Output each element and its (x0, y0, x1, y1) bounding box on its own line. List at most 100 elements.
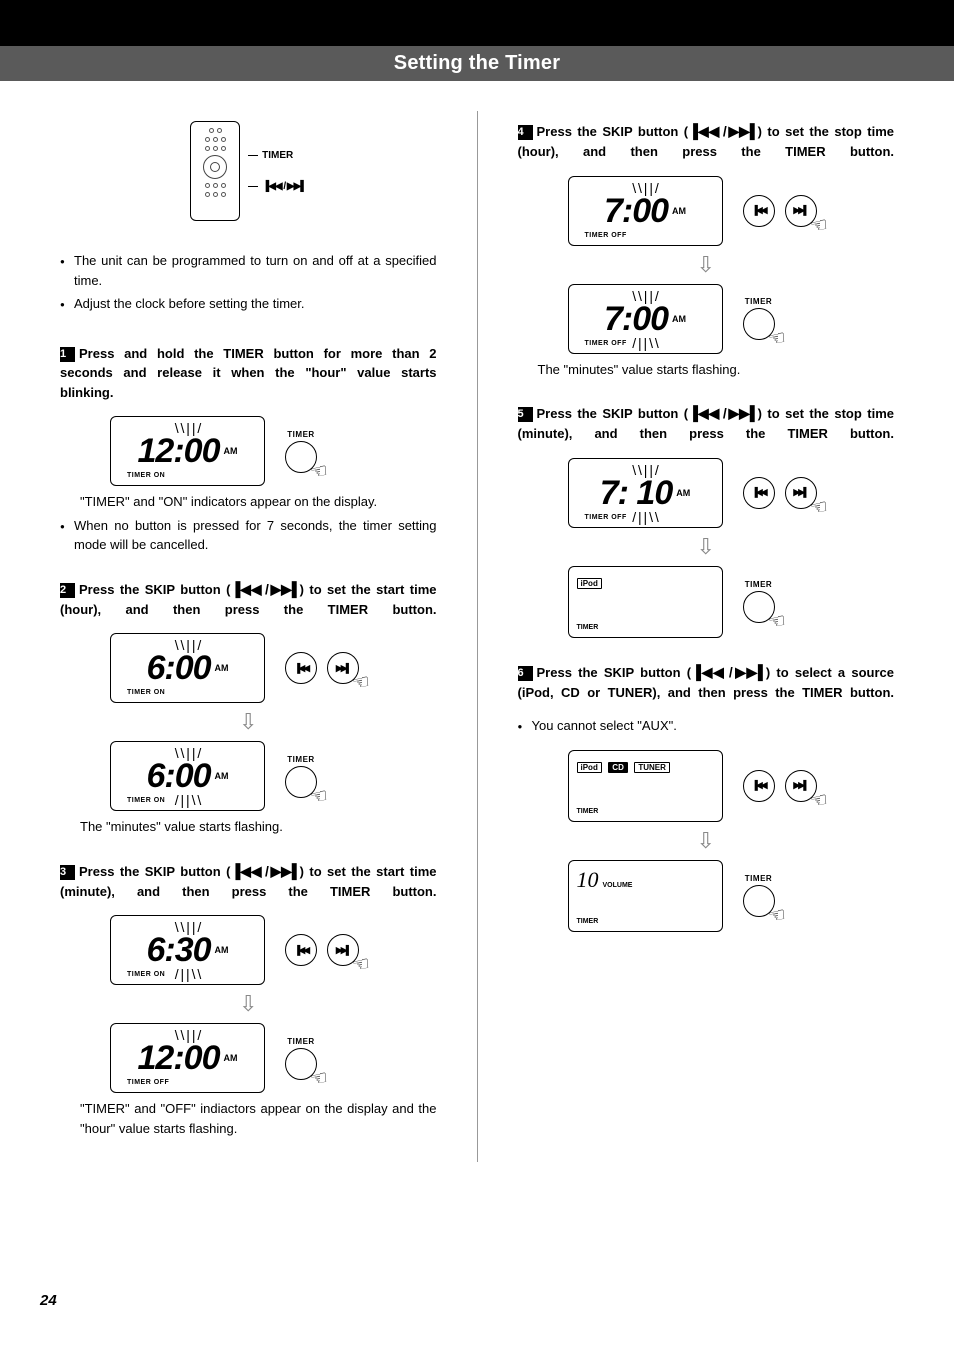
lcd-display: \ \ | | / 7:00AM TIMER OFF (568, 176, 723, 246)
skip-prev-button-icon: ▐◀◀ (743, 195, 775, 227)
timer-button-icon: ☜ (743, 885, 775, 917)
step-note: The "minutes" value starts flashing. (60, 817, 437, 837)
timer-button-icon: ☜ (285, 1048, 317, 1080)
intro-item: The unit can be programmed to turn on an… (60, 251, 437, 290)
step-bullet: When no button is pressed for 7 seconds,… (60, 516, 437, 555)
skip-next-button-icon: ▶▶▌☜ (785, 195, 817, 227)
right-column: 4Press the SKIP button (▐◀◀ / ▶▶▌) to se… (518, 121, 895, 1162)
skip-next-button-icon: ▶▶▌☜ (327, 934, 359, 966)
skip-prev-button-icon: ▐◀◀ (743, 770, 775, 802)
hand-icon: ☜ (308, 457, 330, 485)
button-label: TIMER (745, 874, 772, 883)
step-2: 2Press the SKIP button (▐◀◀ / ▶▶▌) to se… (60, 579, 437, 837)
volume-label: VOLUME (603, 882, 633, 889)
remote-label-timer: TIMER (248, 150, 306, 161)
remote-icon (190, 121, 240, 221)
source-chip: iPod (577, 578, 602, 589)
hand-icon: ☜ (350, 669, 372, 697)
lcd-display: \ \ | | / 6:30AM / | | \ \ TIMER ON (110, 915, 265, 985)
skip-icon: ▐◀◀ / ▶▶▌ (691, 664, 766, 680)
step-bullet: You cannot select "AUX". (518, 716, 895, 736)
down-arrow-icon: ⇩ (697, 252, 715, 277)
down-arrow-icon: ⇩ (697, 828, 715, 853)
step-3: 3Press the SKIP button (▐◀◀ / ▶▶▌) to se… (60, 861, 437, 1139)
lcd-display: \ \ | | / 6:00AM / | | \ \ TIMER ON (110, 741, 265, 811)
page-number: 24 (40, 1292, 57, 1309)
step-note: "TIMER" and "ON" indicators appear on th… (60, 492, 437, 512)
step-text: Press and hold the TIMER button for more… (60, 346, 437, 400)
step-number: 2 (60, 583, 75, 598)
intro-list: The unit can be programmed to turn on an… (60, 251, 437, 314)
step-1: 1Press and hold the TIMER button for mor… (60, 344, 437, 555)
step-text: Press the SKIP button ( (79, 864, 230, 879)
step-text: Press the SKIP button ( (537, 124, 689, 139)
button-label: TIMER (287, 755, 314, 764)
step-text: Press the SKIP button ( (79, 582, 230, 597)
hand-icon: ☜ (808, 493, 830, 521)
step-number: 1 (60, 347, 75, 362)
remote-diagram: TIMER ▐◀◀ / ▶▶▌ (60, 121, 437, 221)
skip-icon: ▐◀◀ / ▶▶▌ (688, 123, 758, 139)
timer-button-icon: ☜ (285, 766, 317, 798)
down-arrow-icon: ⇩ (239, 709, 257, 734)
lcd-display: iPod TIMER (568, 566, 723, 638)
hand-icon: ☜ (808, 211, 830, 239)
hand-icon: ☜ (350, 951, 372, 979)
lcd-sub: TIMER (577, 624, 714, 631)
skip-icon: ▐◀◀ / ▶▶▌ (230, 581, 299, 597)
hand-icon: ☜ (766, 902, 788, 930)
button-label: TIMER (745, 580, 772, 589)
hand-icon: ☜ (766, 608, 788, 636)
lcd-display: \ \ | | / 12:00AM TIMER OFF (110, 1023, 265, 1093)
step-6: 6Press the SKIP button (▐◀◀ / ▶▶▌) to se… (518, 662, 895, 932)
step-5: 5Press the SKIP button (▐◀◀ / ▶▶▌) to se… (518, 403, 895, 638)
step-number: 5 (518, 407, 533, 422)
lcd-display: \ \ | | / 6:00AM TIMER ON (110, 633, 265, 703)
header-bar (0, 0, 954, 46)
down-arrow-icon: ⇩ (697, 534, 715, 559)
lcd-display: \ \ | | / 7:00AM / | | \ \ TIMER OFF (568, 284, 723, 354)
source-chip: iPod (577, 762, 602, 773)
skip-prev-button-icon: ▐◀◀ (743, 477, 775, 509)
skip-next-button-icon: ▶▶▌☜ (785, 477, 817, 509)
step-note: "TIMER" and "OFF" indiactors appear on t… (60, 1099, 437, 1138)
left-column: TIMER ▐◀◀ / ▶▶▌ The unit can be programm… (60, 121, 437, 1162)
lcd-sub: TIMER (577, 808, 714, 815)
skip-next-button-icon: ▶▶▌☜ (327, 652, 359, 684)
hand-icon: ☜ (308, 1064, 330, 1092)
lcd-display: iPod CD TUNER TIMER (568, 750, 723, 822)
button-label: TIMER (745, 297, 772, 306)
skip-prev-button-icon: ▐◀◀ (285, 934, 317, 966)
lcd-display: \ \ | | / 12:00AM TIMER ON (110, 416, 265, 486)
step-number: 6 (518, 666, 533, 681)
hand-icon: ☜ (766, 325, 788, 353)
skip-icon: ▐◀◀ / ▶▶▌ (688, 405, 758, 421)
page-title: Setting the Timer (0, 46, 954, 81)
step-note: The "minutes" value starts flashing. (518, 360, 895, 380)
skip-icon: ▐◀◀ / ▶▶▌ (230, 863, 299, 879)
remote-label-skip: ▐◀◀ / ▶▶▌ (248, 181, 306, 192)
timer-button-icon: ☜ (743, 308, 775, 340)
step-4: 4Press the SKIP button (▐◀◀ / ▶▶▌) to se… (518, 121, 895, 379)
button-label: TIMER (287, 430, 314, 439)
volume-value: 10 (577, 867, 599, 893)
timer-button-icon: ☜ (743, 591, 775, 623)
intro-item: Adjust the clock before setting the time… (60, 294, 437, 314)
lcd-display: 10 VOLUME TIMER (568, 860, 723, 932)
hand-icon: ☜ (308, 782, 330, 810)
step-number: 4 (518, 125, 533, 140)
step-text: Press the SKIP button ( (537, 406, 689, 421)
source-chip-selected: CD (608, 762, 628, 773)
skip-next-button-icon: ▶▶▌☜ (785, 770, 817, 802)
step-number: 3 (60, 865, 75, 880)
source-chip: TUNER (634, 762, 670, 773)
column-divider (477, 111, 478, 1162)
step-text: Press the SKIP button ( (537, 665, 692, 680)
lcd-sub: TIMER (577, 918, 714, 925)
button-label: TIMER (287, 1037, 314, 1046)
lcd-display: \ \ | | / 7: 10AM / | | \ \ TIMER OFF (568, 458, 723, 528)
hand-icon: ☜ (808, 786, 830, 814)
skip-prev-button-icon: ▐◀◀ (285, 652, 317, 684)
down-arrow-icon: ⇩ (239, 991, 257, 1016)
timer-button-icon: ☜ (285, 441, 317, 473)
